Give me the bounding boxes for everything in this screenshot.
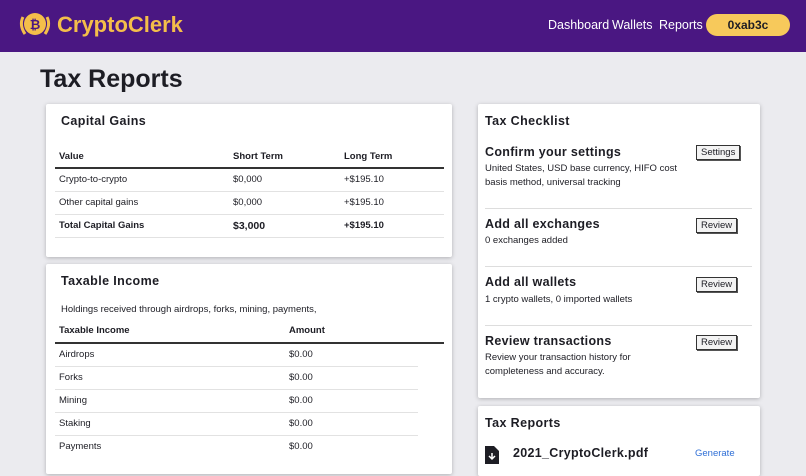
review-button[interactable]: Review xyxy=(696,335,738,350)
row-line xyxy=(55,214,444,215)
cell: $0,000 xyxy=(233,197,263,208)
cell: $0.00 xyxy=(289,372,313,383)
svg-text:₿: ₿ xyxy=(30,17,41,32)
item-description: 1 crypto wallets, 0 imported wallets xyxy=(485,294,633,305)
row-line xyxy=(55,412,418,413)
nav-link[interactable]: Wallets xyxy=(612,18,653,32)
row-line xyxy=(55,435,418,436)
cell: +$195.10 xyxy=(344,197,384,208)
card-title: Tax Reports xyxy=(485,416,561,430)
file-name: 2021_CryptoClerk.pdf xyxy=(513,446,649,460)
cell: +$195.10 xyxy=(344,220,384,231)
item-description: United States, USD base currency, HIFO c… xyxy=(485,163,678,188)
brand[interactable]: CryptoClerk xyxy=(57,12,183,37)
cell: $0.00 xyxy=(289,441,313,452)
cell: Total Capital Gains xyxy=(59,220,145,231)
logo-icon: ₿ xyxy=(19,13,51,35)
separator xyxy=(485,266,752,267)
cell: Airdrops xyxy=(59,349,95,360)
column-header: Amount xyxy=(289,325,325,336)
review-button[interactable]: Review xyxy=(696,218,738,233)
nav-link[interactable]: Dashboard xyxy=(548,18,610,32)
row-line xyxy=(55,191,444,192)
header-line xyxy=(55,167,444,169)
account-button[interactable]: 0xab3c xyxy=(706,14,790,36)
review-button[interactable]: Review xyxy=(696,277,738,292)
column-header: Taxable Income xyxy=(59,325,130,336)
header-line xyxy=(55,342,444,344)
generate-link[interactable]: Generate xyxy=(695,448,735,459)
page-title: Tax Reports xyxy=(40,65,183,93)
settings-button[interactable]: Settings xyxy=(696,145,741,160)
item-description: 0 exchanges added xyxy=(485,235,568,246)
capital-gains-card xyxy=(46,104,452,257)
item-title: Review transactions xyxy=(485,334,612,348)
taxable-income-card xyxy=(46,264,452,474)
cell: $3,000 xyxy=(233,220,266,232)
item-title: Add all wallets xyxy=(485,275,577,289)
cell: $0.00 xyxy=(289,418,313,429)
separator xyxy=(485,325,752,326)
cell: $0.00 xyxy=(289,349,313,360)
card-title: Tax Checklist xyxy=(485,114,570,128)
item-title: Confirm your settings xyxy=(485,145,622,159)
card-title: Capital Gains xyxy=(61,114,147,128)
column-header: Value xyxy=(59,151,84,162)
cell: $0,000 xyxy=(233,174,263,185)
cell: Forks xyxy=(59,372,83,383)
row-line xyxy=(55,237,444,238)
separator xyxy=(485,208,752,209)
row-line xyxy=(55,389,418,390)
cell: Payments xyxy=(59,441,102,452)
card-title: Taxable Income xyxy=(61,274,160,288)
row-line xyxy=(55,366,418,367)
item-title: Add all exchanges xyxy=(485,217,600,231)
cell: Crypto-to-crypto xyxy=(59,174,128,185)
column-header: Long Term xyxy=(344,151,393,162)
header: ₿ CryptoClerk Dashboard Wallets Reports … xyxy=(0,0,806,52)
item-description: Review your transaction history for comp… xyxy=(485,352,631,377)
nav-link[interactable]: Reports xyxy=(659,18,703,32)
cell: Mining xyxy=(59,395,87,406)
description: Holdings received through airdrops, fork… xyxy=(61,304,317,315)
file-icon xyxy=(485,446,499,464)
column-header: Short Term xyxy=(233,151,283,162)
cell: Staking xyxy=(59,418,91,429)
cell: $0.00 xyxy=(289,395,313,406)
cell: +$195.10 xyxy=(344,174,384,185)
cell: Other capital gains xyxy=(59,197,139,208)
